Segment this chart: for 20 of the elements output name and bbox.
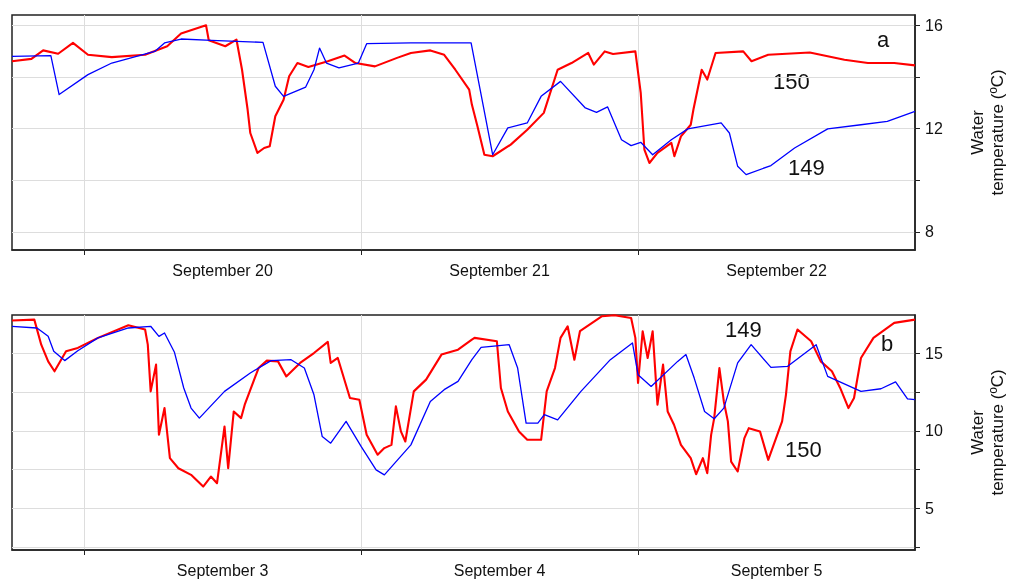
y-tick-label: 10 bbox=[925, 422, 943, 440]
x-tick-label: September 5 bbox=[730, 561, 823, 579]
annotation: 149 bbox=[725, 316, 762, 342]
y-tick-label: 15 bbox=[925, 345, 943, 363]
annotation: b bbox=[881, 330, 894, 356]
annotation: a bbox=[877, 26, 890, 52]
y-tick-label: 12 bbox=[925, 120, 943, 138]
x-tick-label: September 21 bbox=[449, 261, 550, 279]
x-tick-label: September 3 bbox=[176, 561, 269, 579]
y-tick-label: 5 bbox=[925, 499, 934, 517]
y-tick-label: 8 bbox=[925, 223, 934, 241]
x-tick-label: September 4 bbox=[453, 561, 546, 579]
annotation: 149 bbox=[788, 154, 825, 180]
x-tick-label: September 22 bbox=[726, 261, 827, 279]
annotation: 150 bbox=[773, 68, 810, 94]
y-tick-label: 16 bbox=[925, 16, 943, 34]
annotation: 150 bbox=[785, 436, 822, 462]
x-tick-label: September 20 bbox=[172, 261, 273, 279]
y-axis-title: Water temperature (ºC) bbox=[967, 369, 1007, 496]
y-axis-title: Water temperature (ºC) bbox=[967, 69, 1007, 196]
